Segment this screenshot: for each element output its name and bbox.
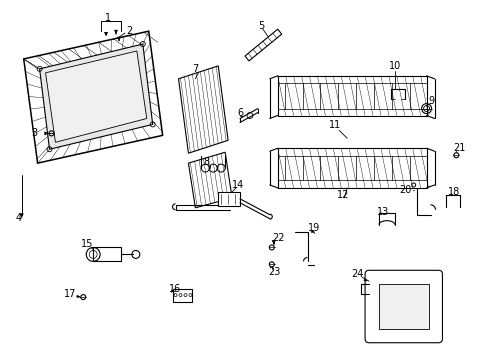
Polygon shape [244,29,281,61]
Bar [218,192,240,206]
Text: 11: 11 [328,121,341,130]
Text: 2: 2 [126,26,132,36]
Text: 4: 4 [16,213,22,223]
Polygon shape [188,152,232,208]
Text: 10: 10 [388,61,400,71]
Polygon shape [178,66,228,153]
Text: 19: 19 [307,222,319,233]
Text: 12: 12 [337,190,349,200]
Text: 14: 14 [232,180,244,190]
Text: 24: 24 [350,269,363,279]
Text: 13: 13 [376,207,388,217]
Text: 1: 1 [105,13,111,23]
Polygon shape [24,31,163,163]
Polygon shape [40,44,152,149]
Polygon shape [277,148,426,188]
Text: 23: 23 [267,267,280,277]
Text: 16: 16 [168,284,181,294]
Text: 18: 18 [447,187,460,197]
Text: 7: 7 [192,64,198,74]
Polygon shape [277,76,426,116]
Text: 6: 6 [237,108,243,117]
Text: 22: 22 [271,233,284,243]
Text: 17: 17 [64,289,77,299]
Polygon shape [45,51,146,142]
Bar [378,284,427,329]
Text: 9: 9 [427,96,434,105]
Text: 3: 3 [32,129,38,138]
FancyBboxPatch shape [365,270,442,343]
Text: 21: 21 [452,143,465,153]
Bar [93,247,121,261]
Text: 20: 20 [398,185,410,195]
Text: 5: 5 [257,21,264,31]
Text: 8: 8 [203,157,209,167]
Text: 15: 15 [81,239,94,249]
Bar [172,289,192,302]
